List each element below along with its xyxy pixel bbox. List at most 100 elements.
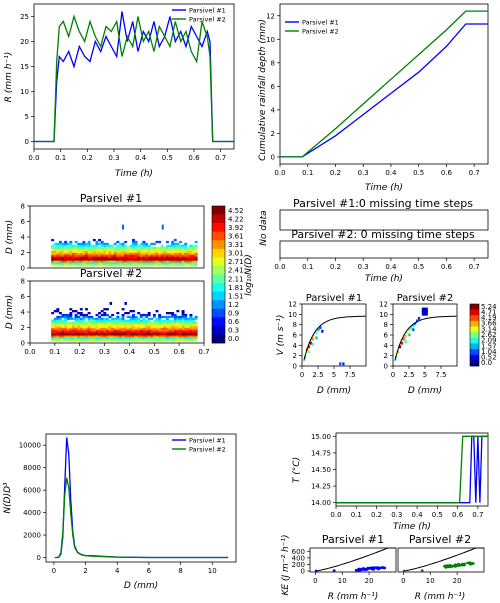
dsd-heatmap-cell [158, 329, 162, 332]
dsd-heatmap-cell [118, 262, 122, 265]
dsd-heatmap-cell [189, 329, 193, 332]
ke-reference-curve [315, 547, 396, 572]
dsd-heatmap-cell [66, 335, 70, 338]
dsd-heatmap-cell [145, 246, 148, 249]
rain-rate-x-tick-label: 0.3 [108, 154, 119, 162]
dsd-heatmap-cell [155, 258, 159, 261]
dsd-heatmap-cell [116, 254, 120, 257]
dsd-heatmap-cell [129, 310, 133, 313]
dsd-heatmap-cell [69, 337, 73, 340]
dsd-heatmap-cell [132, 319, 135, 322]
dsd-heatmap-cell [64, 335, 68, 338]
dsd-heatmap-cell [134, 242, 138, 246]
dsd-heatmap-cell [186, 339, 190, 342]
dsd-heatmap-cell [58, 262, 62, 265]
dsd-heatmap-cell [53, 331, 57, 334]
dsd-heatmap-cell [58, 260, 62, 263]
dsd-heatmap-cell [82, 339, 86, 342]
dsd-heatmap-cell [92, 248, 96, 251]
dsd-heatmap-cell [74, 315, 78, 319]
dsd-heatmap-cell [152, 325, 156, 328]
dsd-heatmap-cell [100, 321, 104, 324]
dsd-heatmap-cell [168, 312, 172, 315]
dsd-heatmap-cell [132, 258, 135, 261]
dsd-heatmap-cell [92, 250, 96, 253]
dsd-heatmap-cell [79, 319, 83, 322]
legend-label-p1: Parsivel #1 [189, 7, 226, 15]
dsd-heatmap-cell [139, 325, 143, 328]
dsd-heatmap-cell [134, 252, 138, 255]
dsd-heatmap-cell [105, 317, 109, 321]
ke-scatter-point [376, 566, 380, 570]
dsd-heatmap-cell [69, 250, 73, 253]
dsd-heatmap-cell [51, 252, 55, 255]
nd-x-tick-label: 10 [208, 567, 217, 575]
dsd-heatmap-cell [90, 333, 94, 336]
dsd-heatmap-cell [147, 337, 151, 340]
ke-y-tick-label: 400 [292, 554, 305, 562]
dsd-heatmap-cell [116, 321, 120, 324]
dsd-heatmap-cell [56, 242, 60, 246]
dsd-heatmap-cell [181, 264, 185, 267]
vd-heatmap-cell [408, 328, 411, 332]
vd-colorbar-swatch [470, 326, 479, 333]
dsd-heatmap-cell [98, 250, 102, 253]
dsd-heatmap-cell [147, 321, 151, 324]
dsd-heatmap-cell [194, 250, 198, 253]
dsd-heatmap-cell [165, 321, 169, 324]
dsd-heatmap-cell [103, 323, 107, 326]
dsd-heatmap-cell [98, 254, 102, 257]
dsd-heatmap-cell [186, 319, 190, 322]
dsd-heatmap-cell [53, 252, 57, 255]
dsd-heatmap-cell [100, 310, 104, 313]
dsd-heatmap-cell [111, 256, 115, 259]
dsd-colorbar-swatch [212, 248, 225, 258]
dsd-heatmap-cell [139, 339, 143, 342]
dsd-heatmap-cell [173, 252, 177, 255]
dsd-heatmap-cell [72, 264, 75, 267]
dsd-heatmap-cell [113, 264, 117, 267]
dsd-heatmap-cell [147, 312, 151, 315]
dsd-heatmap-cell [66, 329, 70, 332]
dsd-heatmap-cell [95, 325, 99, 328]
dsd-heatmap-cell [147, 313, 151, 317]
dsd-heatmap-cell [58, 240, 62, 244]
dsd-heatmap-cell [142, 331, 146, 334]
dsd-heatmap-cell [90, 262, 94, 265]
dsd-heatmap-cell [118, 327, 122, 330]
dsd-heatmap-cell [147, 254, 151, 257]
dsd-heatmap-cell [64, 315, 68, 319]
dsd-heatmap-cell [85, 262, 88, 265]
dsd-heatmap-cell [87, 312, 91, 315]
dsd-heatmap-cell [186, 256, 190, 259]
dsd-heatmap-cell [150, 335, 154, 338]
dsd-heatmap-cell [132, 315, 135, 319]
dsd-heatmap-cell [179, 317, 182, 321]
dsd-heatmap-cell [121, 250, 125, 253]
dsd-y-tick-label: 6 [21, 218, 26, 226]
dsd-heatmap-cell [82, 260, 86, 263]
nd-y-tick-label: 6000 [23, 487, 41, 495]
dsd-heatmap-cell [137, 339, 141, 342]
dsd-heatmap-cell [150, 260, 154, 263]
dsd-heatmap-cell [171, 252, 175, 255]
dsd-heatmap-cell [189, 262, 193, 265]
dsd-heatmap-cell [160, 339, 164, 342]
dsd-heatmap-cell [192, 248, 195, 251]
dsd-heatmap-cell [173, 238, 177, 242]
dsd-heatmap-cell [145, 327, 148, 330]
ke-scatter-point [332, 569, 336, 573]
dsd-heatmap-cell [192, 250, 195, 253]
dsd-heatmap-cell [155, 246, 159, 249]
dsd-heatmap-cell [100, 244, 104, 247]
dsd-heatmap-cell [98, 331, 102, 334]
dsd-heatmap-cell [139, 254, 143, 257]
dsd-heatmap-cell [82, 244, 86, 247]
vd-colorbar-tick-label: 1.04 [481, 348, 497, 356]
dsd-heatmap-cell [181, 246, 185, 249]
dsd-heatmap-cell [77, 260, 81, 263]
missing-x-tick-label: 0.7 [469, 263, 480, 271]
dsd-heatmap-cell [111, 329, 115, 332]
dsd-heatmap-cell [173, 331, 177, 334]
dsd-heatmap-cell [79, 254, 83, 257]
